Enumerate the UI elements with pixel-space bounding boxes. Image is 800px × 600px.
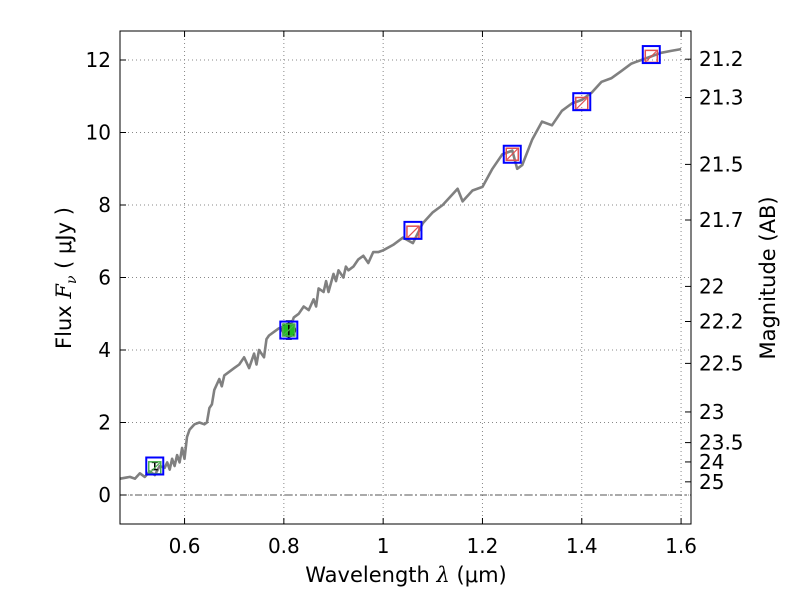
model-flux-marker-stroke bbox=[407, 226, 419, 238]
right-tick-label: 22 bbox=[699, 274, 724, 298]
band-box-marker bbox=[572, 92, 592, 112]
x-axis-label: Wavelength λ (μm) bbox=[305, 563, 506, 587]
x-tick-label: 1.2 bbox=[467, 534, 499, 558]
right-tick-label: 21.3 bbox=[699, 86, 744, 110]
x-tick-label: 0.8 bbox=[268, 534, 300, 558]
right-axis-label: Magnitude (AB) bbox=[756, 196, 780, 359]
x-tick-label: 0.6 bbox=[169, 534, 201, 558]
y-tick-label: 0 bbox=[98, 483, 111, 507]
band-box-marker bbox=[502, 144, 522, 164]
photometry-point-h bbox=[572, 92, 592, 112]
right-tick-label: 21.5 bbox=[699, 152, 744, 176]
band-box-marker bbox=[641, 45, 661, 65]
band-box-marker bbox=[145, 456, 165, 476]
right-tick-label: 25 bbox=[699, 470, 724, 494]
photometry-point-y bbox=[403, 220, 423, 240]
photometry-point-v bbox=[145, 456, 165, 476]
band-box-marker bbox=[403, 220, 423, 240]
x-tick-label: 1 bbox=[377, 534, 390, 558]
model-flux-marker-stroke bbox=[576, 98, 588, 109]
model-flux-marker-stroke bbox=[283, 324, 295, 336]
photometry-markers bbox=[145, 45, 661, 476]
band-box-marker bbox=[279, 320, 299, 340]
y-tick-label: 8 bbox=[98, 193, 111, 217]
model-flux-marker-stroke bbox=[645, 50, 657, 62]
y-axis-label: Flux Fν ( μJy ) bbox=[52, 207, 81, 349]
right-tick-label: 23 bbox=[699, 400, 724, 424]
right-tick-label: 24 bbox=[699, 450, 724, 474]
right-tick-label: 21.2 bbox=[699, 47, 744, 71]
model-flux-marker-stroke bbox=[149, 462, 161, 474]
model-flux-marker bbox=[282, 323, 296, 337]
right-tick-label: 21.7 bbox=[699, 208, 744, 232]
right-tick-label: 22.5 bbox=[699, 351, 744, 375]
y-tick-label: 4 bbox=[98, 338, 111, 362]
photometry-point-i bbox=[279, 320, 299, 340]
x-tick-label: 1.4 bbox=[566, 534, 598, 558]
model-flux-marker bbox=[505, 147, 520, 161]
spectrum-series-line bbox=[119, 47, 682, 481]
y-tick-label: 10 bbox=[86, 121, 111, 145]
x-tick-label: 1.6 bbox=[665, 534, 697, 558]
y-tick-label: 12 bbox=[86, 48, 111, 72]
y-tick-label: 2 bbox=[98, 411, 111, 435]
right-tick-label: 22.2 bbox=[699, 309, 744, 333]
photometry-point-j bbox=[502, 144, 522, 164]
y-tick-label: 6 bbox=[98, 266, 111, 290]
right-tick-label: 23.5 bbox=[699, 431, 744, 455]
model-flux-marker-stroke bbox=[506, 148, 518, 160]
photometry-point-k bbox=[641, 45, 661, 65]
